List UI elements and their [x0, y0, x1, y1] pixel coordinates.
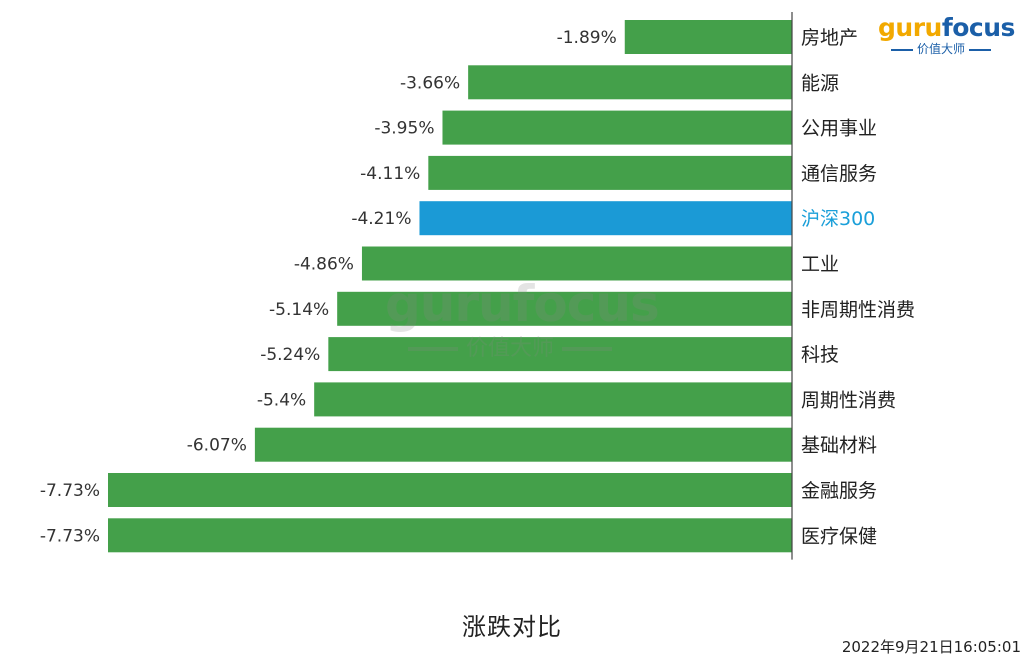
timestamp: 2022年9月21日16:05:01 [841, 638, 1021, 656]
bar-8 [314, 382, 792, 417]
bar-11 [108, 518, 792, 553]
category-label-3: 通信服务 [801, 163, 877, 185]
category-label-5: 工业 [801, 254, 839, 276]
bar-value-label-4: -4.21% [351, 209, 411, 229]
logo-text-guru: guru [878, 13, 942, 42]
bar-value-label-10: -7.73% [40, 481, 100, 501]
bar-value-label-9: -6.07% [187, 436, 247, 456]
bar-5 [361, 246, 792, 281]
category-label-10: 金融服务 [801, 480, 877, 502]
category-label-9: 基础材料 [801, 435, 877, 457]
bar-10 [108, 473, 792, 507]
logo-subtext: 价值大师 [916, 42, 965, 56]
bar-0 [624, 20, 792, 54]
bar-3 [428, 155, 792, 190]
logo-text-focus: focus [941, 13, 1016, 42]
category-label-1: 能源 [801, 72, 839, 94]
bar-2 [442, 110, 792, 145]
bar-value-label-0: -1.89% [557, 28, 617, 48]
category-label-4: 沪深300 [801, 208, 875, 230]
chart-title: 涨跌对比 [462, 613, 562, 641]
category-label-8: 周期性消费 [801, 389, 896, 411]
bar-value-label-1: -3.66% [400, 73, 460, 93]
bar-value-label-6: -5.14% [269, 300, 329, 320]
bar-1 [468, 65, 792, 100]
bar-value-label-2: -3.95% [374, 119, 434, 139]
category-label-2: 公用事业 [801, 118, 877, 140]
category-label-0: 房地产 [801, 27, 858, 49]
bar-6 [337, 291, 792, 326]
bar-chart: -1.89% 房地产 -3.66% 能源 -3.95% 公用事业 -4.11% 通信服务 -4.… [40, 12, 915, 560]
bar-value-label-11: -7.73% [40, 526, 100, 546]
bar-value-label-7: -5.24% [260, 345, 320, 365]
bar-value-label-5: -4.86% [294, 255, 354, 275]
bars-group: -1.89% 房地产 -3.66% 能源 -3.95% 公用事业 -4.11% 通信服务 -4.… [40, 20, 915, 553]
bar-9 [254, 427, 792, 462]
bar-value-label-8: -5.4% [257, 390, 306, 410]
bar-value-label-3: -4.11% [360, 164, 420, 184]
bar-7 [328, 337, 792, 372]
gurufocus-logo: gurufocus 价值大师 [878, 13, 1015, 57]
bar-4 [419, 201, 792, 236]
category-label-7: 科技 [801, 344, 839, 366]
category-label-11: 医疗保健 [801, 525, 877, 547]
category-label-6: 非周期性消费 [801, 299, 915, 321]
